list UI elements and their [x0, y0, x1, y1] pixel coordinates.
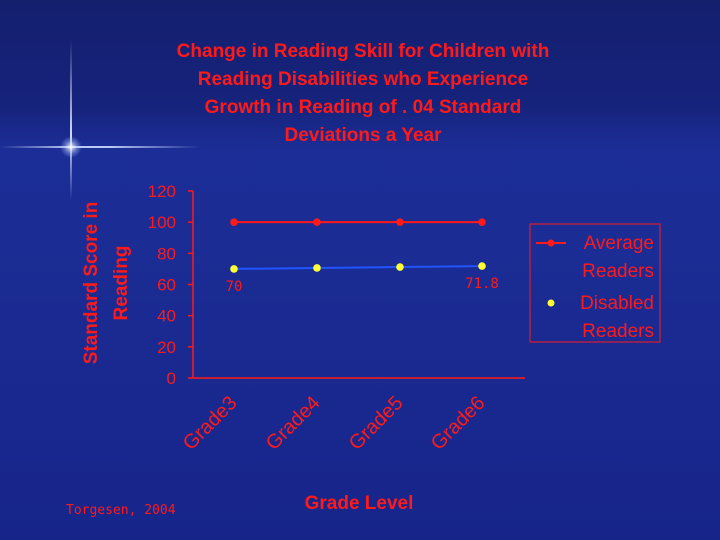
legend-average-marker: [547, 239, 555, 247]
series-line-1: [233, 265, 483, 270]
series-1-point: [478, 262, 486, 270]
y-tick-label: 40: [157, 307, 176, 326]
x-category-label: Grade4: [262, 392, 325, 455]
chart-title-line-1: Change in Reading Skill for Children wit…: [177, 41, 550, 62]
chart-title-line-2: Reading Disabilities who Experience: [198, 69, 529, 90]
sparkle-glow-decoration: [60, 136, 82, 158]
legend: Average Readers Disabled Readers: [529, 223, 661, 343]
series-1-point: [313, 264, 321, 272]
legend-average-label-line-1: Average: [584, 233, 654, 254]
data-label: 70: [226, 279, 243, 295]
x-category-label: Grade5: [345, 392, 408, 455]
background-top-band: [0, 0, 720, 150]
x-category-label: Grade6: [427, 392, 490, 455]
data-label: 71.8: [465, 276, 499, 292]
series-1-point: [230, 265, 238, 273]
series-1-point: [396, 263, 404, 271]
legend-disabled-label-line-1: Disabled: [580, 293, 654, 314]
y-axis-ticks: 0 20 40 60 80 100 120: [148, 182, 193, 388]
chart-title: Change in Reading Skill for Children wit…: [177, 41, 550, 146]
sparkle-vertical-decoration: [70, 40, 72, 200]
series-0-point: [396, 218, 404, 226]
series-layer: [230, 218, 486, 273]
data-labels: 70 71.8: [226, 276, 499, 295]
chart-title-line-4: Deviations a Year: [284, 125, 442, 146]
legend-disabled-marker: [547, 299, 555, 307]
y-axis-title-line-2: Reading: [111, 246, 132, 321]
y-tick-label: 100: [148, 213, 176, 232]
chart-title-line-3: Growth in Reading of . 04 Standard: [205, 97, 522, 118]
y-tick-label: 60: [157, 276, 176, 295]
legend-average-label-line-2: Readers: [582, 261, 654, 282]
x-axis-ticks: Grade3 Grade4 Grade5 Grade6: [179, 392, 490, 455]
y-tick-label: 80: [157, 244, 176, 263]
source-note: Torgesen, 2004: [66, 503, 176, 518]
series-0-point: [313, 218, 321, 226]
series-0-point: [230, 218, 238, 226]
y-tick-label: 20: [157, 338, 176, 357]
legend-box: [529, 223, 661, 343]
sparkle-horizontal-decoration: [0, 146, 200, 148]
y-axis-title-line-1: Standard Score in: [81, 202, 102, 365]
legend-disabled-label-line-2: Readers: [582, 321, 654, 342]
y-tick-label: 0: [167, 369, 176, 388]
x-axis-title: Grade Level: [305, 493, 414, 514]
y-axis-title: Standard Score in Reading: [81, 202, 132, 365]
x-category-label: Grade3: [179, 392, 242, 455]
y-tick-label: 120: [148, 182, 176, 201]
series-0-point: [478, 218, 486, 226]
